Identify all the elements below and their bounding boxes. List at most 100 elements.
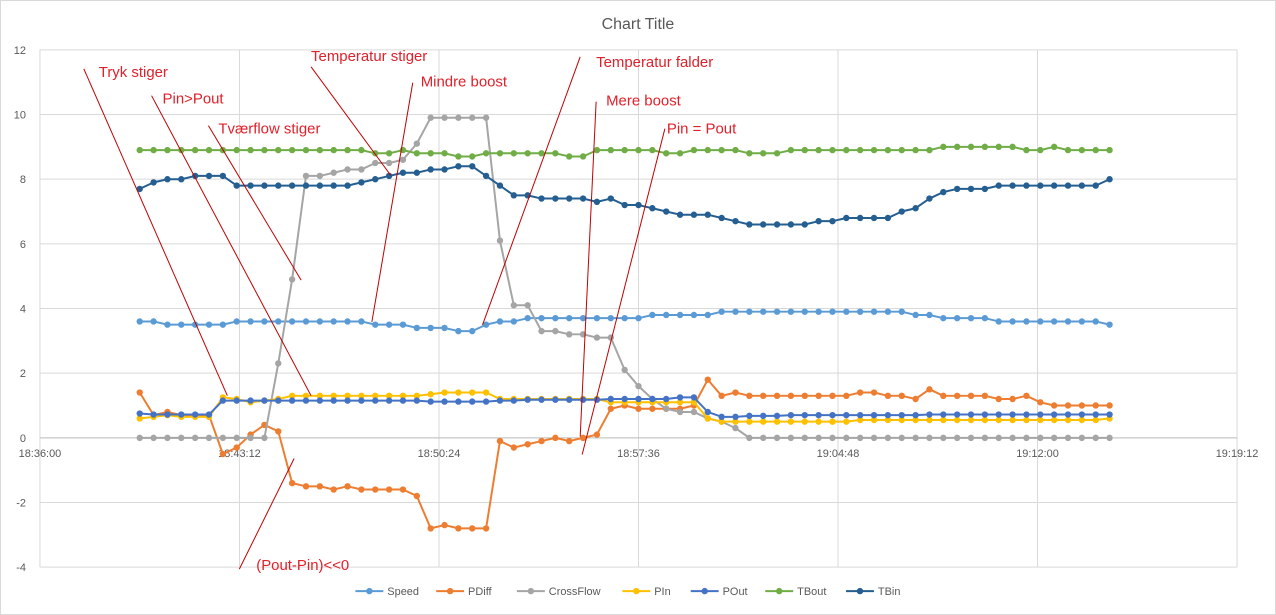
data-point	[815, 217, 822, 225]
data-point	[510, 444, 517, 451]
data-point	[233, 318, 240, 325]
data-point	[870, 214, 878, 222]
data-point	[981, 143, 989, 151]
data-point	[787, 434, 795, 442]
data-point	[344, 146, 351, 154]
data-point	[150, 411, 157, 418]
data-point	[898, 208, 905, 215]
data-point	[953, 411, 961, 418]
data-point	[441, 389, 448, 396]
data-point	[413, 392, 421, 400]
data-point	[1050, 402, 1058, 409]
data-point	[372, 486, 379, 493]
data-point	[469, 389, 476, 396]
data-point	[718, 308, 725, 315]
data-point	[302, 182, 310, 189]
data-point	[607, 314, 614, 322]
data-point	[690, 408, 698, 416]
data-point	[413, 397, 421, 404]
data-point	[760, 221, 767, 228]
data-point	[205, 434, 213, 442]
annotation-leader-line	[579, 101, 597, 437]
data-point	[136, 318, 143, 325]
y-tick-label: 2	[20, 368, 26, 380]
data-point	[316, 483, 324, 490]
data-point	[940, 416, 947, 424]
data-point	[760, 308, 767, 315]
data-point	[247, 182, 254, 189]
legend-marker	[776, 587, 783, 595]
data-point	[316, 172, 324, 180]
data-point	[496, 397, 504, 404]
data-point	[302, 172, 310, 180]
data-point	[455, 153, 462, 160]
annotation: Temperatur falder	[482, 54, 713, 326]
data-point	[884, 392, 892, 400]
data-point	[690, 399, 698, 406]
legend-marker	[633, 587, 640, 595]
data-point	[275, 360, 282, 367]
legend-item-tbin: TBin	[846, 586, 900, 598]
data-point	[441, 166, 448, 173]
data-point	[372, 159, 379, 167]
data-point	[663, 150, 670, 157]
data-point	[302, 318, 310, 325]
data-point	[330, 169, 337, 176]
annotation-leader-line	[371, 82, 414, 323]
data-point	[358, 486, 365, 493]
data-point	[884, 214, 892, 222]
annotation-text: Temperatur stiger	[311, 48, 427, 65]
data-point	[178, 434, 185, 442]
data-point	[247, 434, 254, 442]
data-point	[247, 397, 254, 404]
data-point	[926, 146, 933, 154]
data-point	[399, 397, 407, 404]
data-point	[1009, 395, 1016, 403]
legend-label: PIn	[654, 586, 670, 598]
data-point	[219, 172, 227, 180]
legend-marker	[701, 587, 708, 595]
data-point	[496, 318, 504, 325]
data-point	[912, 411, 919, 419]
data-point	[773, 418, 781, 425]
data-point	[940, 392, 947, 400]
data-point	[1023, 318, 1030, 325]
y-tick-label: 0	[20, 433, 26, 445]
data-point	[635, 201, 642, 209]
legend-item-pdiff: PDiff	[436, 586, 493, 598]
data-point	[981, 411, 989, 418]
data-point	[1009, 182, 1016, 189]
data-point	[773, 308, 781, 315]
series-tbout	[136, 143, 1113, 160]
y-axis-tick-labels: -4 -2 0 2 4 6 8 10 12	[14, 45, 26, 574]
data-point	[455, 389, 462, 396]
data-point	[205, 146, 213, 154]
data-point	[1037, 434, 1044, 442]
data-point	[746, 150, 753, 157]
data-point	[967, 185, 975, 193]
annotation-text: Temperatur falder	[596, 54, 713, 71]
data-point	[732, 424, 739, 432]
legend-item-speed: Speed	[355, 586, 419, 598]
data-point	[1106, 434, 1113, 442]
data-point	[953, 314, 961, 322]
data-point	[940, 143, 947, 151]
data-point	[635, 314, 642, 322]
data-point	[663, 405, 670, 412]
data-point	[288, 318, 296, 325]
data-point	[579, 434, 587, 442]
data-point	[482, 525, 490, 532]
data-point	[275, 182, 282, 189]
data-point	[1009, 434, 1016, 442]
data-point	[538, 327, 545, 335]
legend-marker	[446, 587, 454, 595]
data-point	[621, 366, 628, 374]
data-point	[136, 146, 143, 154]
data-point	[1009, 318, 1016, 325]
data-point	[524, 396, 531, 403]
data-point	[524, 150, 531, 157]
data-point	[372, 392, 379, 400]
data-point	[787, 308, 795, 315]
data-point	[1050, 434, 1058, 442]
